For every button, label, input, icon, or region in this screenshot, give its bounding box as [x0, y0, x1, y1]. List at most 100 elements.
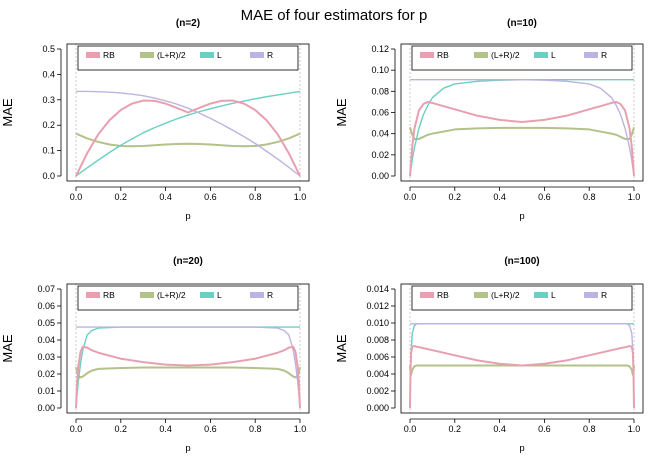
legend-label: RB	[103, 50, 115, 60]
chart-panel-4: (n=100) 0.0 0.2 0.4 0.6 0.8 1.0 p 0.000 0.002 0.00…	[334, 256, 644, 454]
chart-panels: (n=2) 0.0 0.2 0.4 0.6 0.8 1.0 p 0.0 0.1 0.2 0.3 0.4 0…	[0, 18, 644, 454]
y-tick-label: 0.07	[37, 284, 55, 294]
y-tick-label: 0.5	[42, 44, 55, 54]
x-tick-label: 0.6	[204, 192, 217, 202]
subplot-title: (n=100)	[504, 256, 539, 267]
series-line-l	[75, 90, 301, 177]
y-axis-label: MAE	[334, 334, 349, 363]
legend-label: RB	[437, 50, 449, 60]
legend-label: (L+R)/2	[157, 50, 186, 60]
x-tick-label: 0.0	[404, 192, 417, 202]
subplot-title: (n=10)	[507, 18, 537, 29]
x-tick-label: 0.6	[204, 424, 217, 434]
y-tick-label: 0.0	[42, 171, 55, 181]
legend-label: R	[267, 50, 273, 60]
x-tick-label: 1.0	[294, 192, 307, 202]
x-tick-label: 1.0	[628, 192, 641, 202]
series-line-r	[409, 323, 635, 409]
x-tick-label: 0.4	[493, 192, 506, 202]
legend-label: (L+R)/2	[157, 290, 186, 300]
x-axis-label: p	[519, 443, 524, 454]
x-tick-label: 0.0	[70, 424, 83, 434]
x-tick-label: 1.0	[294, 424, 307, 434]
legend-label: RB	[103, 290, 115, 300]
legend-label: L	[551, 290, 556, 300]
y-tick-label: 0.006	[366, 352, 389, 362]
plot-frame	[400, 283, 644, 414]
y-tick-label: 0.06	[371, 108, 389, 118]
x-tick-label: 0.6	[538, 192, 551, 202]
series-line-r	[76, 90, 301, 177]
x-tick-label: 0.8	[249, 424, 262, 434]
y-tick-label: 0.10	[371, 65, 389, 75]
plot-frame	[400, 43, 644, 182]
subplot-title: (n=2)	[176, 18, 200, 29]
y-tick-label: 0.02	[371, 150, 389, 160]
y-tick-label: 0.010	[366, 318, 389, 328]
y-tick-label: 0.004	[366, 369, 389, 379]
series-line-lr	[75, 132, 301, 148]
y-tick-label: 0.000	[366, 403, 389, 413]
x-tick-label: 0.8	[583, 424, 596, 434]
legend-label: (L+R)/2	[491, 50, 520, 60]
x-tick-label: 0.0	[404, 424, 417, 434]
figure-title: MAE of four estimators for p	[241, 7, 428, 24]
series-line-rb	[409, 100, 635, 177]
legend-label: L	[217, 50, 222, 60]
series-line-rb	[75, 345, 301, 409]
y-tick-label: 0.01	[37, 386, 55, 396]
plot-frame	[66, 283, 310, 414]
y-axis-label: MAE	[334, 98, 349, 127]
x-tick-label: 0.6	[538, 424, 551, 434]
series-line-lr	[409, 364, 635, 376]
x-axis-label: p	[185, 211, 190, 222]
x-tick-label: 0.4	[159, 424, 172, 434]
x-tick-label: 0.2	[449, 192, 462, 202]
series-line-rb	[75, 99, 301, 177]
y-axis-label: MAE	[0, 334, 15, 363]
y-tick-label: 0.06	[37, 301, 55, 311]
x-tick-label: 0.4	[159, 192, 172, 202]
y-tick-label: 0.02	[37, 369, 55, 379]
y-axis-label: MAE	[0, 98, 15, 127]
y-tick-label: 0.12	[371, 44, 389, 54]
series-line-lr	[409, 126, 635, 140]
x-tick-label: 0.2	[115, 192, 128, 202]
y-tick-label: 0.012	[366, 301, 389, 311]
series-line-r	[410, 78, 635, 177]
legend-label: R	[601, 50, 607, 60]
x-axis-label: p	[519, 211, 524, 222]
y-tick-label: 0.00	[37, 403, 55, 413]
legend: RB (L+R)/2 L R	[411, 45, 633, 71]
y-tick-label: 0.3	[42, 95, 55, 105]
x-tick-label: 0.8	[249, 192, 262, 202]
subplot-title: (n=20)	[173, 256, 203, 267]
legend-label: (L+R)/2	[491, 290, 520, 300]
x-tick-label: 0.2	[449, 424, 462, 434]
y-tick-label: 0.014	[366, 284, 389, 294]
y-tick-label: 0.2	[42, 120, 55, 130]
y-tick-label: 0.4	[42, 69, 55, 79]
y-tick-label: 0.002	[366, 386, 389, 396]
series-line-lr	[75, 366, 301, 379]
legend: RB (L+R)/2 L R	[77, 45, 299, 71]
chart-panel-2: (n=10) 0.0 0.2 0.4 0.6 0.8 1.0 p 0.00 0.02 0.04 0.0…	[334, 18, 644, 222]
y-tick-label: 0.03	[37, 352, 55, 362]
chart-panel-1: (n=2) 0.0 0.2 0.4 0.6 0.8 1.0 p 0.0 0.1 0.2 0.3 0.4 0…	[0, 18, 310, 222]
plot-frame	[66, 43, 310, 182]
y-tick-label: 0.00	[371, 171, 389, 181]
legend-label: L	[551, 50, 556, 60]
chart-panel-3: (n=20) 0.0 0.2 0.4 0.6 0.8 1.0 p 0.00 0.01 0.02 0.0…	[0, 256, 310, 454]
legend-label: R	[267, 290, 273, 300]
legend-label: RB	[437, 290, 449, 300]
y-tick-label: 0.05	[37, 318, 55, 328]
y-tick-label: 0.008	[366, 335, 389, 345]
legend-label: L	[217, 290, 222, 300]
y-tick-label: 0.04	[371, 129, 389, 139]
y-tick-label: 0.1	[42, 146, 55, 156]
series-line-r	[76, 326, 301, 409]
series-line-rb	[409, 344, 635, 409]
legend-label: R	[601, 290, 607, 300]
legend: RB (L+R)/2 L R	[77, 285, 299, 311]
